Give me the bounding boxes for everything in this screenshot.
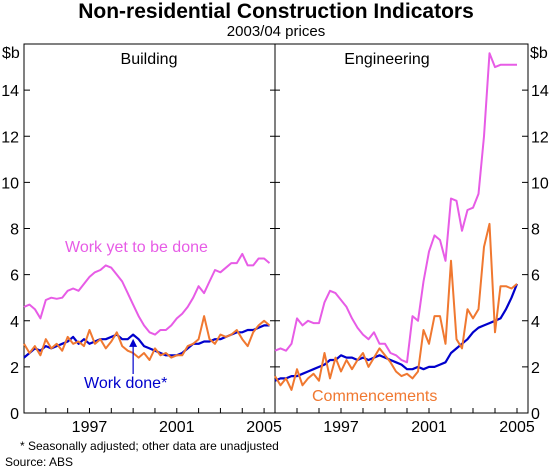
y-tick-label-left: 6 [10, 268, 19, 285]
x-tick-label: 1997 [72, 419, 108, 436]
y-tick-label-right: 12 [531, 129, 549, 146]
annotation-arrowhead-work-done [129, 338, 138, 347]
annotation-commencements: Commencements [312, 388, 437, 405]
y-unit-left: $b [2, 45, 20, 62]
y-tick-label-left: 12 [1, 129, 19, 146]
x-tick-label: 2005 [246, 419, 282, 436]
y-tick-label-right: 14 [531, 83, 549, 100]
x-tick-label: 2001 [159, 419, 195, 436]
footnote: * Seasonally adjusted; other data are un… [20, 439, 279, 453]
series-line-building-commencements [23, 315, 271, 361]
y-tick-label-right: 4 [531, 314, 540, 331]
chart-title: Non-residential Construction Indicators [78, 0, 474, 23]
y-tick-label-left: 2 [10, 360, 19, 377]
series-line-engineering-work-done [274, 283, 519, 382]
series-line-engineering-commencements [274, 222, 518, 391]
y-tick-label-left: 4 [10, 314, 19, 331]
plot-area: 0 0 2 2 4 4 6 6 8 8 10 10 12 12 14 14 1997 2001 2005 1997 20… [1, 43, 549, 436]
chart-subtitle: 2003/04 prices [227, 23, 325, 40]
annotation-work-yet: Work yet to be done [65, 239, 208, 256]
y-tick-label-right: 0 [531, 406, 540, 423]
y-tick-label-left: 0 [10, 406, 19, 423]
x-tick-label: 1997 [323, 419, 359, 436]
y-tick-label-left: 14 [1, 83, 19, 100]
series-line-engineering-work-yet [274, 52, 517, 364]
y-unit-right: $b [530, 45, 548, 62]
annotation-work-done: Work done* [84, 375, 167, 392]
y-tick-label-left: 10 [1, 175, 19, 192]
y-tick-label-right: 10 [531, 175, 549, 192]
x-tick-label: 2001 [411, 419, 447, 436]
x-tick-label: 2005 [499, 419, 535, 436]
source-note: Source: ABS [5, 455, 73, 469]
y-tick-label-right: 2 [531, 360, 540, 377]
y-tick-label-left: 8 [10, 222, 19, 239]
y-tick-label-right: 8 [531, 222, 540, 239]
series-line-building-work-yet [23, 252, 271, 336]
panel-title-building: Building [121, 51, 178, 68]
y-tick-label-right: 6 [531, 268, 540, 285]
panel-title-engineering: Engineering [344, 51, 429, 68]
